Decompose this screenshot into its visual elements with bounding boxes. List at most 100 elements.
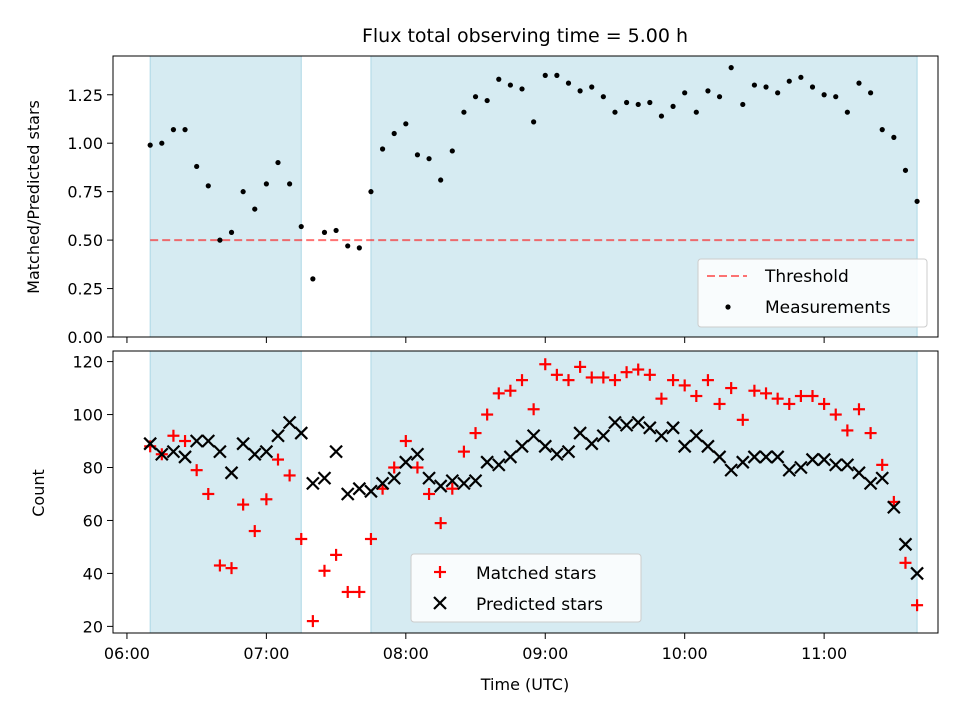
measurement-point xyxy=(240,189,246,195)
measurement-point xyxy=(833,94,839,100)
matched-star-point xyxy=(248,525,261,538)
measurement-point xyxy=(263,181,269,187)
top-axes-frame xyxy=(112,55,939,338)
bottom-y-tick-label: 120 xyxy=(72,353,103,372)
bottom-x-tick-label: 10:00 xyxy=(662,644,708,663)
bottom-y-axis-label: Count xyxy=(29,469,48,517)
matched-star-point xyxy=(678,379,691,392)
matched-star-point xyxy=(202,487,215,500)
matched-star-point xyxy=(364,533,377,545)
matched-star-point xyxy=(550,368,563,381)
predicted-star-point xyxy=(201,434,216,448)
predicted-star-point xyxy=(236,436,250,451)
predicted-star-point xyxy=(875,471,890,485)
predicted-star-point xyxy=(794,460,808,475)
predicted-star-point xyxy=(782,463,797,477)
predicted-star-point xyxy=(224,466,239,480)
predicted-star-point xyxy=(550,447,564,462)
measurement-point xyxy=(775,90,781,96)
measurement-point xyxy=(914,198,920,204)
measurement-point xyxy=(751,82,758,88)
measurement-point xyxy=(461,109,467,115)
matched-star-point xyxy=(237,498,250,511)
measurement-point xyxy=(891,134,897,140)
matched-star-point xyxy=(318,564,331,577)
legend-predicted-label: Predicted stars xyxy=(476,595,603,615)
bottom-y-tick-label: 100 xyxy=(72,406,103,425)
matched-star-point xyxy=(423,487,436,500)
measurement-point xyxy=(589,84,595,90)
bottom-axes-frame xyxy=(112,350,939,634)
top-y-tick-label: 1.25 xyxy=(67,86,103,105)
measurement-point xyxy=(809,84,816,90)
top-y-tick-label: 0.25 xyxy=(67,280,103,299)
predicted-star-point xyxy=(596,428,611,443)
measurement-point xyxy=(728,65,734,71)
predicted-star-point xyxy=(166,444,181,459)
measurement-point xyxy=(484,97,490,104)
measurement-point xyxy=(252,206,258,212)
measurement-point xyxy=(658,113,665,119)
matched-star-point xyxy=(434,517,447,530)
top-panel: 0.00 0.25 0.50 0.75 1.00 1.25 Matched/Predict… xyxy=(24,55,939,347)
top-y-axis-label: Matched/Predicted stars xyxy=(24,100,43,294)
bottom-x-axis-label: Time (UTC) xyxy=(480,675,569,694)
predicted-star-point xyxy=(480,455,494,469)
measurement-point xyxy=(519,86,525,92)
predicted-star-point xyxy=(491,458,506,472)
measurement-point xyxy=(693,109,699,115)
predicted-star-point xyxy=(887,500,901,515)
measurement-point xyxy=(228,229,235,235)
predicted-star-point xyxy=(352,481,367,496)
measurement-point xyxy=(565,80,572,86)
predicted-star-point xyxy=(817,452,831,467)
predicted-star-point xyxy=(271,428,285,443)
bottom-legend-box xyxy=(410,553,642,623)
measurement-point xyxy=(205,183,211,189)
measurement-point xyxy=(577,88,583,94)
measurement-point xyxy=(472,94,479,100)
predicted-star-point xyxy=(503,450,518,464)
bottom-panel: 20 40 60 80 100 120 06:00 07:00 08:00 09:00 10:00… xyxy=(29,350,939,694)
measurement-point xyxy=(600,94,606,100)
matched-star-point xyxy=(527,403,540,416)
predicted-star-point xyxy=(643,421,657,435)
top-y-tick-label: 0.00 xyxy=(67,328,103,347)
predicted-star-point xyxy=(364,484,378,499)
matched-star-point xyxy=(469,427,482,440)
matched-star-point xyxy=(608,374,621,387)
legend-predicted-marker xyxy=(433,596,447,610)
measurement-point xyxy=(682,90,688,96)
predicted-star-point xyxy=(712,450,727,464)
predicted-star-point xyxy=(526,428,541,443)
matched-star-point xyxy=(225,562,238,575)
measurement-point xyxy=(635,101,641,108)
measurement-point xyxy=(507,82,513,88)
matched-star-point xyxy=(341,585,354,598)
bottom-x-tick-label: 11:00 xyxy=(801,644,847,663)
measurement-point xyxy=(379,146,386,152)
predicted-star-point xyxy=(515,439,529,454)
predicted-star-point xyxy=(759,450,773,464)
matched-star-point xyxy=(597,371,610,384)
matched-star-point xyxy=(190,464,203,477)
predicted-star-point xyxy=(282,415,297,430)
matched-star-point xyxy=(841,424,854,437)
matched-star-point xyxy=(399,435,412,448)
matched-star-point xyxy=(701,374,714,387)
matched-star-point xyxy=(713,397,726,410)
predicted-star-point xyxy=(840,458,855,472)
matched-star-point xyxy=(643,368,656,381)
matched-star-point xyxy=(504,384,517,397)
measurement-point xyxy=(868,90,874,96)
matched-star-point xyxy=(330,548,343,561)
measurement-point xyxy=(414,152,421,158)
predicted-star-point xyxy=(155,447,169,462)
matched-star-point xyxy=(864,427,877,440)
matched-star-point xyxy=(690,390,703,403)
bottom-legend: Matched stars Predicted stars xyxy=(410,553,642,623)
measurement-point xyxy=(798,74,804,80)
measurement-point xyxy=(194,163,200,170)
bottom-y-tick-label: 60 xyxy=(83,511,103,530)
measurement-point xyxy=(856,80,862,86)
